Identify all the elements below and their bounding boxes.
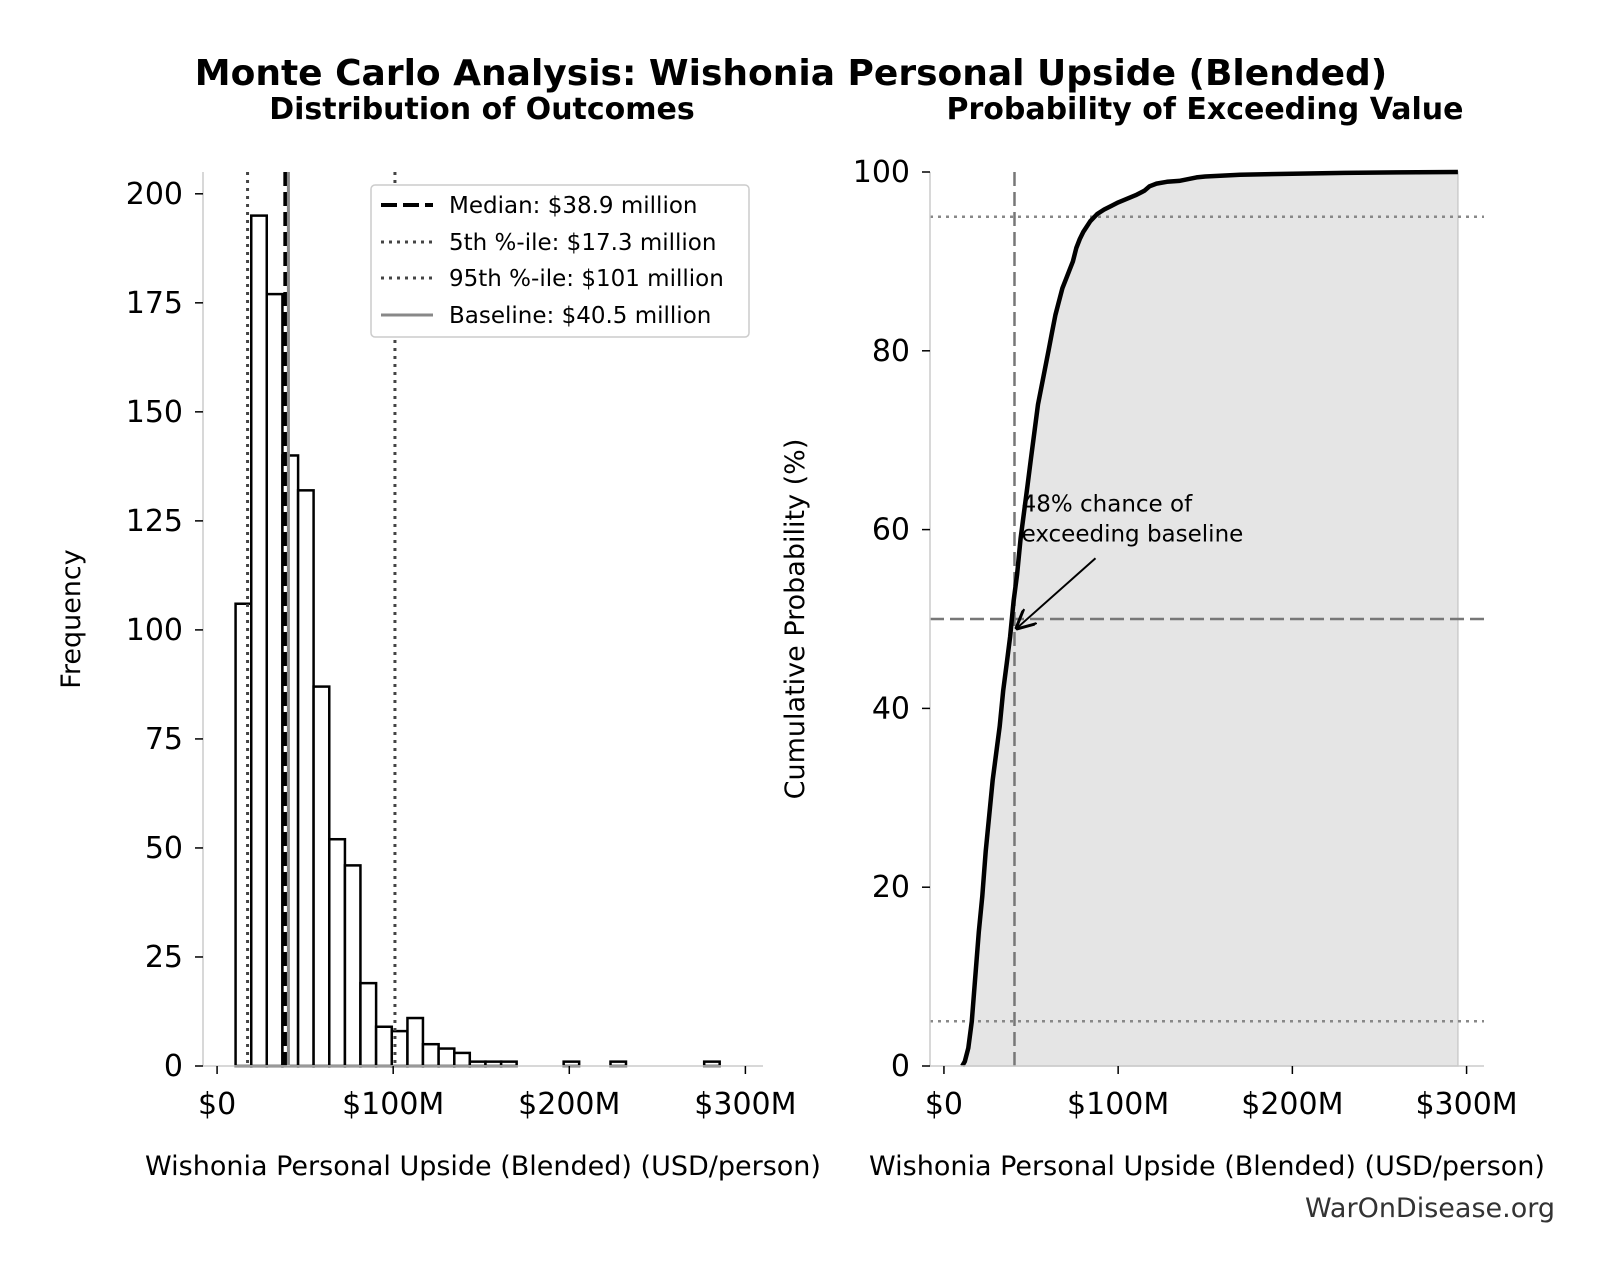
cdf-title: Probability of Exceeding Value: [946, 92, 1463, 127]
annotation-text-line-2: exceeding baseline: [1022, 522, 1244, 548]
cdf-panel: Probability of Exceeding Value $0 $100M $2…: [780, 92, 1545, 1182]
cdf-x-tick-label: $0: [925, 1087, 963, 1122]
histogram-bar: [265, 292, 284, 1068]
histogram-bars: [234, 214, 721, 1068]
histogram-legend: Median: $38.9 million 5th %-ile: $17.3 m…: [370, 184, 750, 338]
figure-suptitle: Monte Carlo Analysis: Wishonia Personal …: [195, 53, 1387, 94]
cdf-series-line: [960, 169, 1458, 1068]
histogram-y-tick-label: 125: [126, 504, 183, 539]
cdf-y-tick-label: 100: [853, 155, 910, 190]
figure-watermark: WarOnDisease.org: [1305, 1193, 1555, 1224]
histogram-panel: Distribution of Outcomes $0 $100M $200M $30…: [56, 92, 821, 1182]
cdf-y-tick-label: 80: [872, 334, 910, 369]
cdf-y-tick-label: 20: [872, 870, 910, 905]
cdf-x-tick-label: $100M: [1067, 1087, 1169, 1122]
histogram-bar: [437, 1047, 456, 1068]
histogram-bar: [374, 1025, 394, 1068]
legend-median-label: Median: $38.9 million: [449, 193, 698, 219]
histogram-y-tick-label: 25: [145, 940, 183, 975]
cdf-x-axis-label: Wishonia Personal Upside (Blended) (USD/…: [869, 1151, 1545, 1182]
histogram-y-tick-label: 0: [164, 1049, 183, 1084]
histogram-x-tick-label: $0: [198, 1087, 236, 1122]
histogram-bar: [406, 1016, 425, 1068]
legend-baseline-label: Baseline: $40.5 million: [449, 303, 711, 329]
legend-p5-label: 5th %-ile: $17.3 million: [449, 230, 716, 256]
histogram-x-ticks: $0 $100M $200M $300M: [198, 1066, 797, 1122]
histogram-y-tick-label: 75: [145, 722, 183, 757]
cdf-y-tick-label: 0: [891, 1049, 910, 1084]
cdf-y-axis-label: Cumulative Probability (%): [780, 439, 811, 800]
cdf-y-ticks: 0 20 40 60 80 100: [853, 155, 930, 1084]
histogram-bar: [453, 1051, 472, 1068]
histogram-y-tick-label: 150: [126, 395, 183, 430]
cdf-annotation: 48% chance of exceeding baseline: [1017, 492, 1243, 628]
cdf-x-ticks: $0 $100M $200M $300M: [925, 1066, 1518, 1122]
cdf-x-tick-label: $200M: [1241, 1087, 1343, 1122]
histogram-bar: [359, 981, 378, 1068]
annotation-arrow: [1017, 557, 1097, 628]
histogram-bar: [296, 489, 315, 1068]
histogram-y-ticks: 0 25 50 75 100 125 150 175 200: [126, 177, 203, 1084]
histogram-bar: [312, 685, 331, 1068]
histogram-y-tick-label: 100: [126, 613, 183, 648]
histogram-y-tick-label: 200: [126, 177, 183, 212]
cdf-y-tick-label: 60: [872, 513, 910, 548]
legend-p95-label: 95th %-ile: $101 million: [449, 266, 724, 292]
annotation-text-line-1: 48% chance of: [1022, 492, 1194, 518]
histogram-y-axis-label: Frequency: [56, 549, 87, 689]
histogram-bar: [421, 1042, 440, 1068]
histogram-bar: [328, 837, 347, 1068]
cdf-y-tick-label: 40: [872, 691, 910, 726]
histogram-title: Distribution of Outcomes: [269, 92, 695, 127]
cdf-x-tick-label: $300M: [1415, 1087, 1517, 1122]
legend-frame: [370, 184, 750, 338]
histogram-y-tick-label: 175: [126, 286, 183, 321]
histogram-reference-lines: [246, 172, 397, 1066]
histogram-bar: [250, 214, 268, 1068]
histogram-x-axis-label: Wishonia Personal Upside (Blended) (USD/…: [145, 1151, 821, 1182]
histogram-bar: [343, 864, 362, 1068]
histogram-x-tick-label: $200M: [518, 1087, 620, 1122]
histogram-x-tick-label: $100M: [342, 1087, 444, 1122]
histogram-y-tick-label: 50: [145, 831, 183, 866]
histogram-x-tick-label: $300M: [694, 1087, 796, 1122]
